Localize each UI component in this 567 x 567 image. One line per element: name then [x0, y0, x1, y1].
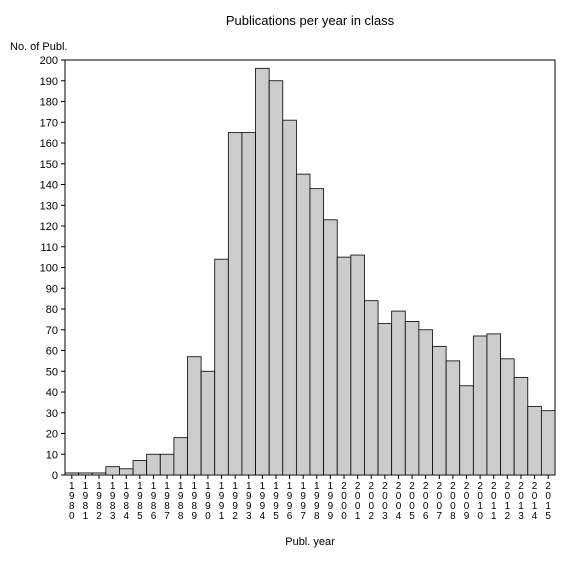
chart-container: Publications per year in class No. of Pub… [0, 0, 567, 567]
y-tick-label: 80 [46, 304, 58, 316]
x-tick-label: 1991 [219, 481, 225, 522]
x-tick-label: 2005 [409, 481, 415, 522]
x-tick-label: 2003 [382, 481, 388, 522]
x-tick-label: 1990 [205, 481, 211, 522]
x-tick-label: 2015 [545, 481, 551, 522]
bar [65, 473, 79, 475]
publications-bar-chart: Publications per year in class No. of Pub… [0, 0, 567, 567]
bar [392, 311, 406, 475]
x-tick-label: 2012 [505, 481, 511, 522]
x-tick-label: 2010 [477, 481, 483, 522]
y-tick-label: 140 [40, 180, 58, 192]
bar [228, 133, 242, 475]
bar [133, 460, 147, 475]
y-tick-label: 190 [40, 76, 58, 88]
bar [119, 469, 133, 475]
bar [269, 81, 283, 475]
x-tick-label: 1994 [260, 481, 266, 522]
bar [310, 189, 324, 475]
y-tick-label: 130 [40, 200, 58, 212]
x-tick-label: 2006 [423, 481, 429, 522]
x-tick-label: 1981 [83, 481, 89, 522]
x-tick-label: 1993 [246, 481, 252, 522]
x-tick-label: 1982 [96, 481, 102, 522]
x-tick-label: 2002 [368, 481, 374, 522]
bar [337, 257, 351, 475]
x-tick-label: 2014 [532, 481, 538, 522]
y-tick-label: 30 [46, 408, 58, 420]
y-tick-label: 90 [46, 283, 58, 295]
y-tick-label: 60 [46, 346, 58, 358]
bar [188, 357, 202, 475]
bar [460, 386, 474, 475]
y-tick-label: 110 [40, 242, 58, 254]
y-tick-label: 150 [40, 159, 58, 171]
x-tick-label: 2011 [491, 481, 497, 522]
bar [405, 321, 419, 475]
y-tick-label: 50 [46, 366, 58, 378]
y-tick-label: 100 [40, 263, 58, 275]
x-tick-label: 1987 [164, 481, 170, 522]
bar [473, 336, 487, 475]
bar [160, 454, 174, 475]
x-tick-label: 2001 [355, 481, 361, 522]
x-tick-label: 1999 [328, 481, 334, 522]
x-tick-label: 1996 [287, 481, 293, 522]
x-tick-label: 1983 [110, 481, 116, 522]
y-tick-label: 0 [52, 470, 58, 482]
bar [514, 377, 528, 475]
bar [147, 454, 161, 475]
bar [364, 301, 378, 475]
y-tick-label: 180 [40, 97, 58, 109]
bar [501, 359, 515, 475]
bar [378, 324, 392, 475]
bar [296, 174, 310, 475]
x-tick-label: 2000 [341, 481, 347, 522]
x-axis-label: Publ. year [285, 536, 335, 548]
bar [487, 334, 501, 475]
x-tick-label: 2008 [450, 481, 456, 522]
y-tick-label: 200 [40, 55, 58, 67]
x-tick-label: 1985 [137, 481, 143, 522]
x-tick-label: 2007 [437, 481, 443, 522]
chart-title: Publications per year in class [226, 13, 395, 28]
bar [324, 220, 338, 475]
x-tick-label: 1988 [178, 481, 184, 522]
bar [174, 438, 188, 475]
y-tick-label: 40 [46, 387, 58, 399]
bar [351, 255, 365, 475]
x-tick-label: 1986 [151, 481, 157, 522]
x-tick-label: 2009 [464, 481, 470, 522]
bar [79, 473, 93, 475]
bar [201, 371, 215, 475]
bar [541, 411, 555, 475]
y-tick-label: 10 [46, 449, 58, 461]
x-tick-label: 1989 [192, 481, 198, 522]
y-tick-label: 120 [40, 221, 58, 233]
bar [283, 120, 297, 475]
bar [256, 68, 270, 475]
y-axis-label: No. of Publ. [10, 41, 67, 53]
x-tick-label: 2004 [396, 481, 402, 522]
x-tick-label: 2013 [518, 481, 524, 522]
bar [242, 133, 256, 475]
bar [446, 361, 460, 475]
x-tick-label: 1984 [123, 481, 129, 522]
bar [106, 467, 120, 475]
x-tick-label: 1998 [314, 481, 320, 522]
y-tick-label: 160 [40, 138, 58, 150]
x-tick-label: 1995 [273, 481, 279, 522]
y-tick-label: 20 [46, 429, 58, 441]
bar [419, 330, 433, 475]
bar [92, 473, 106, 475]
y-tick-label: 170 [40, 117, 58, 129]
x-tick-label: 1992 [232, 481, 238, 522]
x-tick-label: 1980 [69, 481, 75, 522]
bar [215, 259, 229, 475]
y-tick-label: 70 [46, 325, 58, 337]
bar [528, 407, 542, 475]
x-tick-label: 1997 [300, 481, 306, 522]
bar [433, 346, 447, 475]
